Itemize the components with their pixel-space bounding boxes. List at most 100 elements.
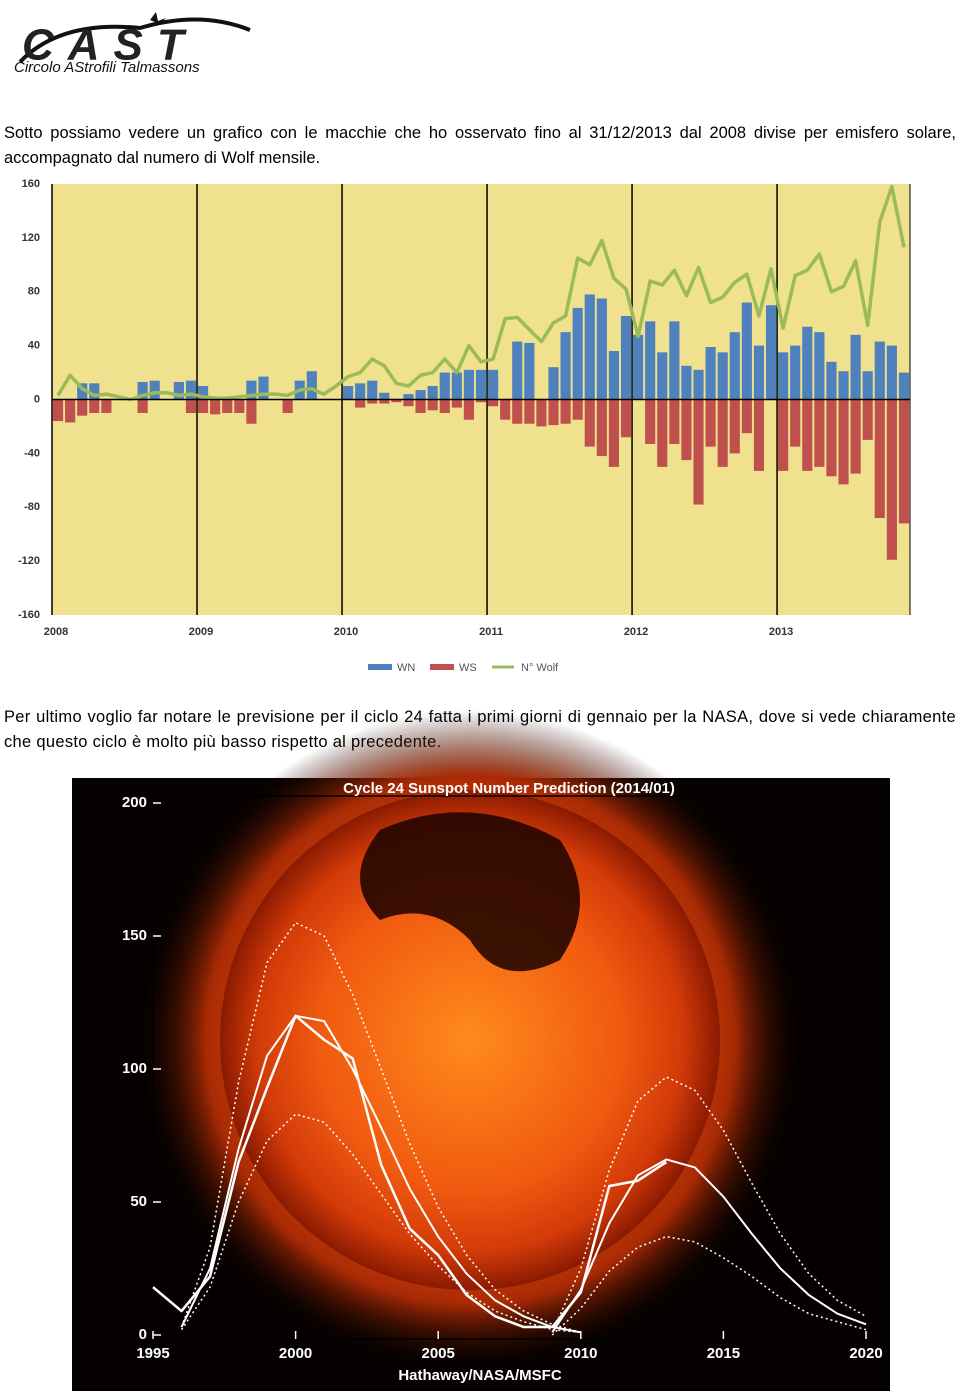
y-tick-label: 0 (139, 1326, 147, 1343)
bar (753, 399, 765, 471)
y-tick-label: 200 (122, 794, 147, 811)
bar (427, 386, 438, 400)
x-tick-label: 2012 (624, 626, 648, 638)
bar (838, 371, 849, 400)
bar (403, 394, 414, 400)
bar (572, 307, 583, 400)
sunspot-curve (551, 1158, 867, 1333)
bar (657, 399, 668, 467)
bar (584, 399, 595, 447)
bar (488, 369, 499, 400)
bar (451, 399, 462, 408)
x-tick-label: 2009 (189, 626, 213, 638)
bar (355, 399, 366, 408)
bar (826, 361, 837, 400)
bar (765, 305, 777, 400)
bar (790, 399, 801, 447)
y-tick-label: 120 (22, 232, 40, 244)
bar (258, 376, 269, 400)
bar (657, 352, 668, 400)
x-tick-label: 2000 (279, 1345, 312, 1362)
bar (560, 332, 571, 400)
bar (427, 399, 438, 411)
bar (596, 399, 607, 457)
bar (814, 399, 825, 467)
bar (391, 399, 402, 403)
bar (645, 321, 656, 400)
y-tick-label: -80 (24, 501, 40, 513)
x-tick-label: 2010 (334, 626, 358, 638)
bar (222, 399, 233, 413)
bar (814, 332, 825, 400)
bar (210, 399, 221, 415)
bar (451, 372, 462, 400)
bar (137, 381, 148, 400)
x-tick-label: 2008 (44, 626, 68, 638)
coronal-hole (360, 812, 580, 972)
bar (463, 369, 474, 400)
bar (306, 371, 317, 400)
bar (826, 399, 837, 477)
bar (608, 399, 620, 467)
bar (705, 399, 716, 447)
bar (645, 399, 656, 444)
bar (572, 399, 583, 420)
bar (548, 399, 559, 426)
bar (185, 380, 197, 400)
bar (282, 399, 293, 413)
bar (874, 341, 885, 400)
bar (379, 399, 390, 404)
bar (681, 399, 692, 461)
bar (548, 367, 559, 400)
legend-swatch (368, 664, 392, 670)
bar (77, 399, 88, 416)
legend-swatch (430, 664, 454, 670)
legend-label: WS (459, 662, 477, 674)
bar (778, 399, 789, 471)
bar (355, 383, 366, 400)
y-tick-label: 40 (28, 340, 40, 352)
bar (741, 399, 752, 434)
bar (512, 399, 523, 424)
y-tick-label: 50 (130, 1193, 147, 1210)
bar (560, 399, 571, 424)
bar (512, 341, 523, 400)
bar (596, 298, 607, 400)
bar (439, 372, 450, 400)
logo: CAST Circolo AStrofili Talmassons (14, 12, 251, 76)
bar (342, 386, 354, 400)
bar (753, 345, 765, 400)
bar (620, 399, 632, 438)
paragraph: Sotto possiamo vedere un grafico con le … (4, 124, 956, 167)
x-tick-label: 2010 (564, 1345, 597, 1362)
bar (850, 334, 861, 400)
chart-credit: Hathaway/NASA/MSFC (398, 1367, 562, 1384)
bar (886, 345, 897, 400)
y-tick-label: 150 (122, 927, 147, 944)
bar (463, 399, 474, 420)
x-tick-label: 1995 (136, 1345, 169, 1362)
bar (584, 294, 595, 400)
y-tick-label: 160 (22, 178, 40, 190)
legend-label: WN (397, 662, 415, 674)
y-tick-label: -40 (24, 447, 40, 459)
bar (802, 326, 813, 400)
bar (886, 399, 897, 560)
bar (898, 372, 910, 400)
bar (620, 315, 632, 400)
sunspot-curve (152, 1014, 668, 1329)
bar (52, 399, 64, 422)
x-tick-label: 2013 (769, 626, 793, 638)
wolf-line (56, 184, 906, 402)
bar (874, 399, 885, 519)
x-tick-label: 2020 (849, 1345, 882, 1362)
bar (717, 352, 728, 400)
bar (137, 399, 148, 413)
bar (367, 380, 378, 400)
x-tick-label: 2011 (479, 626, 503, 638)
bar (778, 352, 789, 400)
x-tick-label: 2005 (422, 1345, 455, 1362)
bar (77, 383, 88, 400)
bar (802, 399, 813, 471)
